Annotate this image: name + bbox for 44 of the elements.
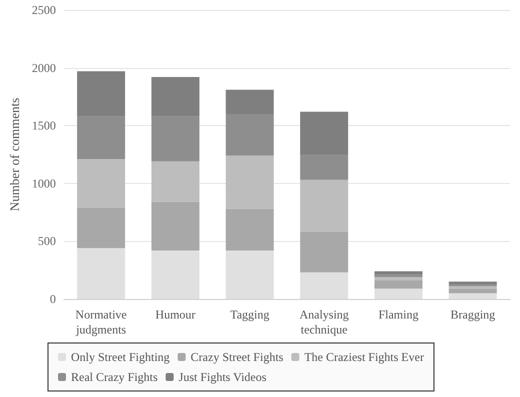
bar bbox=[151, 116, 200, 162]
bar bbox=[448, 284, 497, 286]
legend-label: Real Crazy Fights bbox=[71, 370, 158, 384]
bar bbox=[448, 293, 497, 299]
bar bbox=[300, 112, 348, 154]
bar bbox=[374, 274, 422, 278]
bar bbox=[77, 71, 126, 116]
bar bbox=[151, 202, 200, 250]
x-tick-label: Flaming bbox=[378, 308, 418, 322]
bar bbox=[151, 77, 200, 116]
bar bbox=[374, 288, 422, 299]
bar bbox=[77, 116, 126, 160]
legend-label: Crazy Street Fights bbox=[190, 350, 284, 364]
bar bbox=[300, 232, 348, 272]
bar bbox=[448, 288, 497, 294]
x-tick-label: Tagging bbox=[230, 308, 270, 322]
legend-label: The Craziest Fights Ever bbox=[304, 350, 424, 364]
y-tick-label: 0 bbox=[50, 292, 56, 306]
bar bbox=[151, 161, 200, 202]
bar bbox=[226, 250, 274, 299]
bar bbox=[300, 154, 348, 180]
bar bbox=[226, 208, 274, 250]
bar bbox=[300, 180, 348, 232]
bar bbox=[226, 90, 274, 114]
bar bbox=[77, 248, 126, 299]
x-tick-label: Humour bbox=[155, 308, 196, 322]
x-tick-label: Normative judgments bbox=[75, 308, 127, 336]
bar bbox=[374, 280, 422, 289]
bar bbox=[226, 114, 274, 156]
legend-label: Only Street Fighting bbox=[71, 350, 170, 364]
bar bbox=[226, 156, 274, 209]
y-axis-title: Number of comments bbox=[7, 98, 22, 212]
y-tick-label: 1500 bbox=[32, 118, 56, 133]
bar bbox=[151, 250, 200, 299]
bar bbox=[77, 159, 126, 208]
y-tick-label: 1000 bbox=[32, 176, 56, 190]
y-tick-label: 2000 bbox=[32, 60, 56, 75]
x-tick-label: Analysing technique bbox=[299, 308, 349, 336]
legend-label: Just Fights Videos bbox=[178, 370, 267, 384]
x-tick-label: Bragging bbox=[450, 308, 496, 322]
y-tick-label: 500 bbox=[38, 234, 56, 248]
bar bbox=[77, 208, 126, 248]
y-tick-label: 2500 bbox=[32, 3, 56, 17]
bar bbox=[300, 272, 348, 299]
